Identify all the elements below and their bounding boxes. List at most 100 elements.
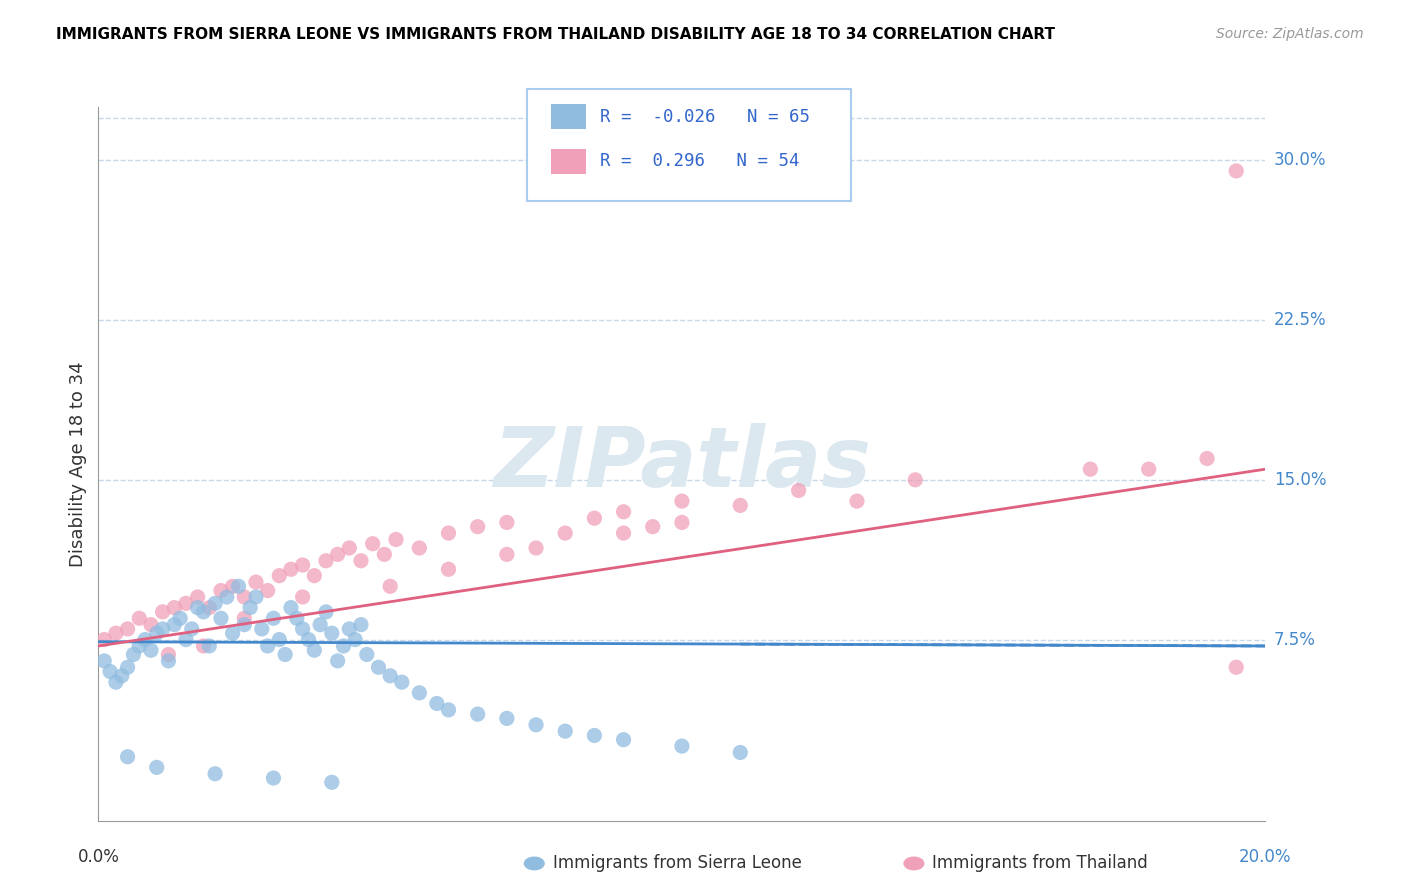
Point xyxy=(157,648,180,662)
Point xyxy=(256,639,278,653)
Point xyxy=(380,579,402,593)
Point xyxy=(146,626,169,640)
Point xyxy=(215,590,238,604)
Point xyxy=(426,697,449,711)
Point xyxy=(554,526,576,541)
Point xyxy=(198,639,221,653)
Point xyxy=(169,611,191,625)
Point xyxy=(787,483,810,498)
Point xyxy=(309,617,332,632)
Point xyxy=(496,547,519,561)
Point xyxy=(228,579,250,593)
Point xyxy=(285,611,308,625)
Text: ZIPatlas: ZIPatlas xyxy=(494,424,870,504)
Point xyxy=(583,511,606,525)
Point xyxy=(204,596,226,610)
Point xyxy=(671,516,693,530)
Point xyxy=(612,505,634,519)
Point xyxy=(187,600,209,615)
Point xyxy=(221,579,243,593)
Point xyxy=(163,617,186,632)
Point xyxy=(437,526,460,541)
Point xyxy=(904,473,927,487)
Point xyxy=(408,686,430,700)
Point xyxy=(337,622,360,636)
Point xyxy=(139,643,162,657)
Point xyxy=(344,632,367,647)
Point xyxy=(350,617,373,632)
Point xyxy=(437,703,460,717)
Point xyxy=(280,562,302,576)
Point xyxy=(1225,660,1247,674)
Text: 20.0%: 20.0% xyxy=(1239,848,1292,866)
Point xyxy=(408,541,430,555)
Point xyxy=(111,669,134,683)
Point xyxy=(361,537,384,551)
Point xyxy=(385,533,408,547)
Text: IMMIGRANTS FROM SIERRA LEONE VS IMMIGRANTS FROM THAILAND DISABILITY AGE 18 TO 34: IMMIGRANTS FROM SIERRA LEONE VS IMMIGRAN… xyxy=(56,27,1056,42)
Point xyxy=(321,626,343,640)
Point xyxy=(174,632,197,647)
Point xyxy=(157,654,180,668)
Point xyxy=(233,617,256,632)
Point xyxy=(1225,164,1247,178)
Text: Immigrants from Thailand: Immigrants from Thailand xyxy=(932,855,1147,872)
Text: 30.0%: 30.0% xyxy=(1274,152,1326,169)
Point xyxy=(280,600,302,615)
Point xyxy=(496,711,519,725)
Point xyxy=(612,732,634,747)
Point xyxy=(274,648,297,662)
Point xyxy=(846,494,869,508)
Point xyxy=(326,654,349,668)
Y-axis label: Disability Age 18 to 34: Disability Age 18 to 34 xyxy=(69,361,87,566)
Point xyxy=(437,562,460,576)
Point xyxy=(315,554,337,568)
Point xyxy=(93,632,115,647)
Text: 15.0%: 15.0% xyxy=(1274,471,1326,489)
Point xyxy=(380,669,402,683)
Point xyxy=(1137,462,1160,476)
Point xyxy=(304,568,326,582)
Text: R =  -0.026   N = 65: R = -0.026 N = 65 xyxy=(600,108,810,126)
Point xyxy=(163,600,186,615)
Point xyxy=(730,746,752,760)
Point xyxy=(256,583,278,598)
Point xyxy=(315,605,337,619)
Point xyxy=(187,590,209,604)
Point xyxy=(180,622,202,636)
Point xyxy=(198,600,221,615)
Point xyxy=(117,660,139,674)
Text: Immigrants from Sierra Leone: Immigrants from Sierra Leone xyxy=(553,855,801,872)
Point xyxy=(233,590,256,604)
Point xyxy=(467,519,489,533)
Point xyxy=(641,519,664,533)
Point xyxy=(391,675,413,690)
Point xyxy=(93,654,115,668)
Point xyxy=(146,760,169,774)
Point xyxy=(304,643,326,657)
Point xyxy=(269,568,291,582)
Point xyxy=(128,639,150,653)
Point xyxy=(467,707,489,722)
Point xyxy=(193,639,215,653)
Point xyxy=(1080,462,1102,476)
Point xyxy=(321,775,343,789)
Point xyxy=(326,547,349,561)
Point xyxy=(117,622,139,636)
Point xyxy=(524,541,547,555)
Point xyxy=(209,611,232,625)
Point xyxy=(262,771,284,785)
Point xyxy=(239,600,262,615)
Point xyxy=(122,648,145,662)
Point xyxy=(174,596,197,610)
Point xyxy=(245,575,267,590)
Point xyxy=(291,590,314,604)
Point xyxy=(1195,451,1218,466)
Point xyxy=(221,626,243,640)
Point xyxy=(139,617,162,632)
Text: R =  0.296   N = 54: R = 0.296 N = 54 xyxy=(600,153,800,170)
Point xyxy=(269,632,291,647)
Point xyxy=(671,494,693,508)
Point xyxy=(152,605,174,619)
Point xyxy=(250,622,273,636)
